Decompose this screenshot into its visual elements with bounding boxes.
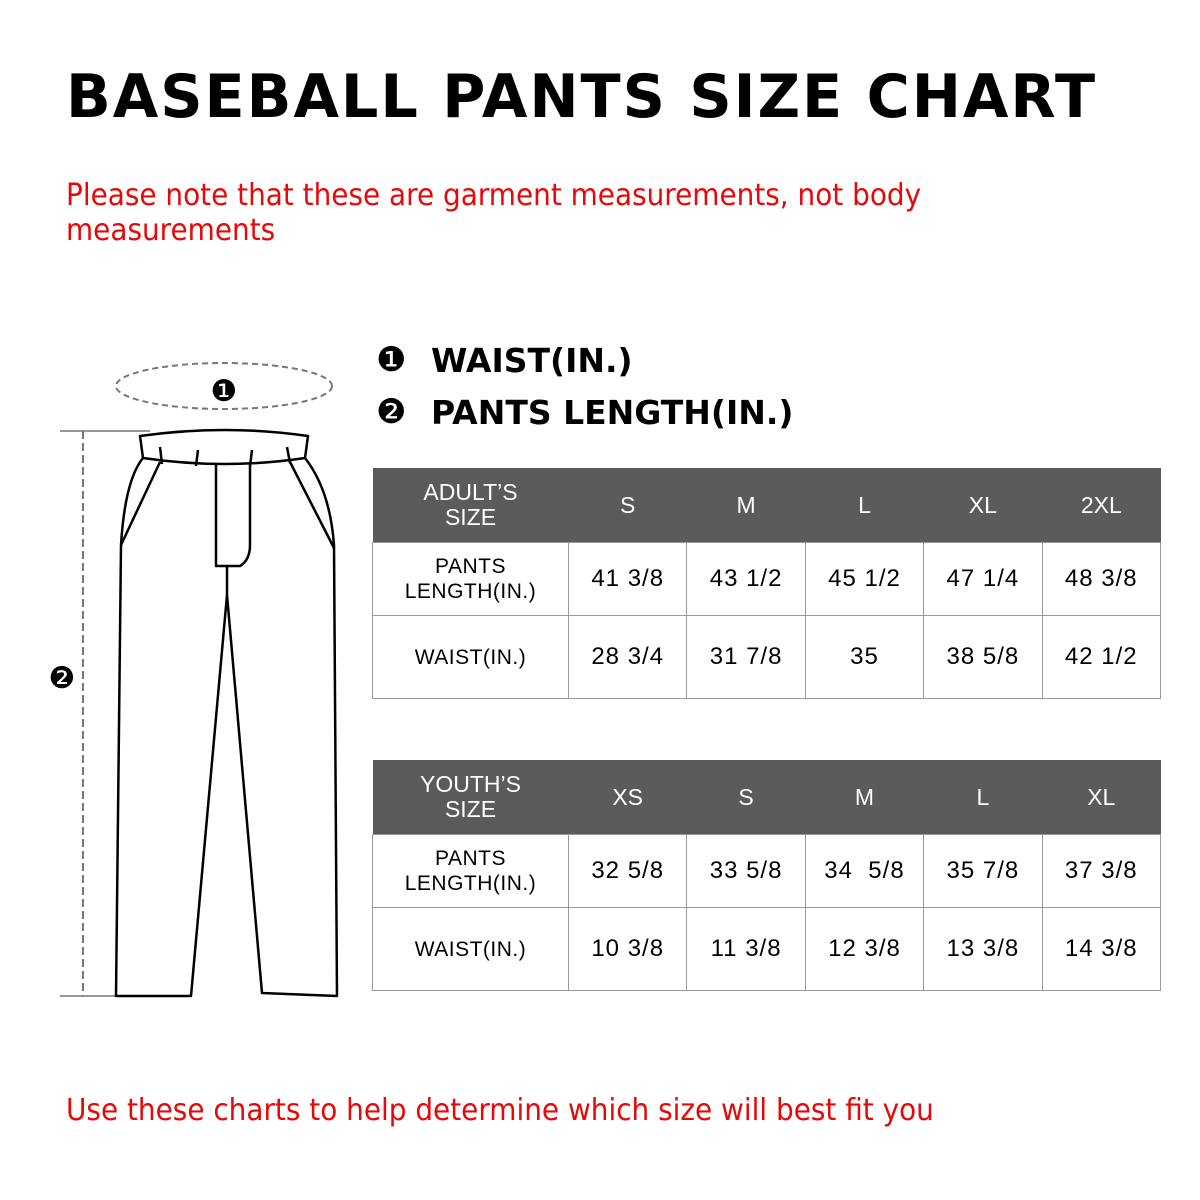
table-cell: 45 1/2: [804, 542, 925, 616]
row-label: WAIST(IN.): [372, 907, 569, 991]
page-title: BASEBALL PANTS SIZE CHART: [66, 62, 1098, 132]
legend-label-length: PANTS LENGTH(IN.): [431, 392, 794, 432]
header-cell: XS: [568, 760, 687, 835]
length-marker: ❷: [49, 661, 76, 696]
table-row: WAIST(IN.) 10 3/8 11 3/8 12 3/8 13 3/8 1…: [372, 907, 1162, 991]
table-header-row: YOUTH’S SIZE XS S M L XL: [372, 760, 1161, 835]
row-label: PANTS LENGTH(IN.): [372, 542, 569, 616]
table-cell: 10 3/8: [567, 907, 688, 991]
legend-marker-waist: ❶: [376, 340, 407, 380]
header-cell: XL: [1042, 760, 1161, 835]
header-cell: M: [686, 468, 806, 543]
table-cell: 13 3/8: [923, 907, 1043, 991]
legend-waist: ❶ WAIST(IN.): [376, 340, 633, 380]
table-cell: 47 1/4: [923, 542, 1043, 616]
table-cell: 34 5/8: [804, 834, 925, 908]
waist-measure-ellipse: [115, 362, 333, 410]
table-cell: 43 1/2: [686, 542, 806, 616]
table-cell: 14 3/8: [1041, 907, 1162, 991]
header-cell: XL: [923, 468, 1043, 543]
table-cell: 35 7/8: [923, 834, 1043, 908]
table-row: PANTS LENGTH(IN.) 41 3/8 43 1/2 45 1/2 4…: [372, 542, 1162, 616]
table-cell: 12 3/8: [804, 907, 925, 991]
table-row: WAIST(IN.) 28 3/4 31 7/8 35 38 5/8 42 1/…: [372, 615, 1162, 699]
table-header-row: ADULT’S SIZE S M L XL 2XL: [372, 468, 1161, 543]
table-cell: 37 3/8: [1041, 834, 1162, 908]
header-cell: ADULT’S SIZE: [372, 468, 569, 543]
header-cell: S: [568, 468, 687, 543]
table-row: PANTS LENGTH(IN.) 32 5/8 33 5/8 34 5/8 3…: [372, 834, 1162, 908]
table-cell: 38 5/8: [923, 615, 1043, 699]
row-label: WAIST(IN.): [372, 615, 569, 699]
header-cell: L: [923, 760, 1043, 835]
header-cell: L: [805, 468, 924, 543]
table-cell: 48 3/8: [1041, 542, 1162, 616]
table-cell: 33 5/8: [686, 834, 806, 908]
table-cell: 28 3/4: [567, 615, 688, 699]
garment-note: Please note that these are garment measu…: [66, 178, 922, 248]
legend-label-waist: WAIST(IN.): [431, 340, 633, 380]
youth-size-table: YOUTH’S SIZE XS S M L XL PANTS LENGTH(IN…: [372, 760, 1162, 991]
table-cell: 31 7/8: [686, 615, 806, 699]
header-cell: YOUTH’S SIZE: [372, 760, 569, 835]
header-cell: S: [686, 760, 806, 835]
footer-note: Use these charts to help determine which…: [66, 1093, 934, 1128]
table-cell: 42 1/2: [1041, 615, 1162, 699]
legend-marker-length: ❷: [376, 392, 407, 432]
header-cell: 2XL: [1042, 468, 1161, 543]
row-label: PANTS LENGTH(IN.): [372, 834, 569, 908]
waist-marker: ❶: [211, 374, 238, 409]
table-cell: 41 3/8: [567, 542, 688, 616]
pants-illustration: ❶ ❷: [44, 362, 339, 998]
table-cell: 32 5/8: [567, 834, 688, 908]
legend-length: ❷ PANTS LENGTH(IN.): [376, 392, 794, 432]
table-cell: 11 3/8: [686, 907, 806, 991]
pants-outline: [114, 428, 339, 998]
table-cell: 35: [804, 615, 925, 699]
header-cell: M: [805, 760, 924, 835]
adult-size-table: ADULT’S SIZE S M L XL 2XL PANTS LENGTH(I…: [372, 468, 1162, 699]
